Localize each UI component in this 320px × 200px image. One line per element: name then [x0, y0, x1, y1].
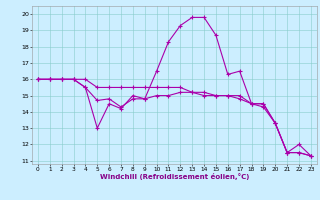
- X-axis label: Windchill (Refroidissement éolien,°C): Windchill (Refroidissement éolien,°C): [100, 173, 249, 180]
